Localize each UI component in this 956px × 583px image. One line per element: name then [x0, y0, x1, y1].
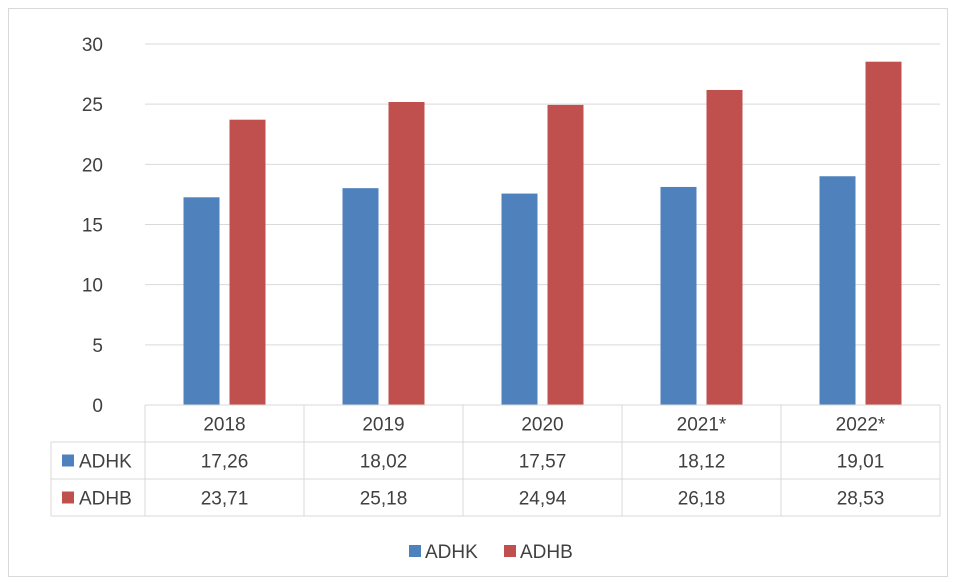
table-legend-key-adhk [62, 454, 74, 467]
legend-label: ADHB [520, 542, 573, 563]
data-value-label: 26,18 [678, 489, 726, 510]
data-value-label: 23,71 [201, 489, 249, 510]
x-category-label: 2020 [521, 415, 563, 436]
data-value-label: 17,57 [519, 452, 567, 473]
bar-adhk-2022 [819, 176, 856, 405]
data-value-label: 17,26 [201, 452, 249, 473]
data-value-label: 28,53 [837, 489, 885, 510]
y-tick-label: 15 [82, 216, 103, 237]
legend-swatch-adhk [409, 545, 421, 557]
y-tick-label: 10 [82, 276, 103, 297]
x-category-label: 2019 [362, 415, 404, 436]
x-category-label: 2022* [836, 415, 886, 436]
x-category-label: 2018 [203, 415, 245, 436]
bar-adhk-2019 [342, 188, 379, 405]
bar-adhk-2021 [660, 186, 697, 405]
x-category-label: 2021* [677, 415, 727, 436]
table-series-label: ADHK [79, 452, 132, 473]
bar-adhk-2020 [501, 193, 538, 405]
table-series-label: ADHB [79, 489, 132, 510]
data-value-label: 24,94 [519, 489, 567, 510]
data-value-label: 18,02 [360, 452, 408, 473]
table-legend-key-adhb [62, 491, 74, 504]
bar-adhb-2018 [229, 119, 266, 405]
chart-frame [8, 8, 948, 577]
y-tick-label: 25 [82, 95, 103, 116]
bar-adhb-2022 [865, 61, 902, 406]
data-value-label: 25,18 [360, 489, 408, 510]
y-tick-label: 5 [92, 336, 103, 357]
bar-adhb-2021 [706, 89, 743, 405]
bar-adhb-2020 [547, 104, 584, 405]
data-value-label: 19,01 [837, 452, 885, 473]
y-tick-label: 20 [82, 155, 103, 176]
data-value-label: 18,12 [678, 452, 726, 473]
bar-adhb-2019 [388, 102, 425, 405]
bar-adhk-2018 [183, 197, 220, 405]
legend-swatch-adhb [504, 545, 516, 557]
y-tick-label: 0 [92, 396, 103, 417]
y-tick-label: 30 [82, 35, 103, 56]
legend-label: ADHK [425, 542, 478, 563]
